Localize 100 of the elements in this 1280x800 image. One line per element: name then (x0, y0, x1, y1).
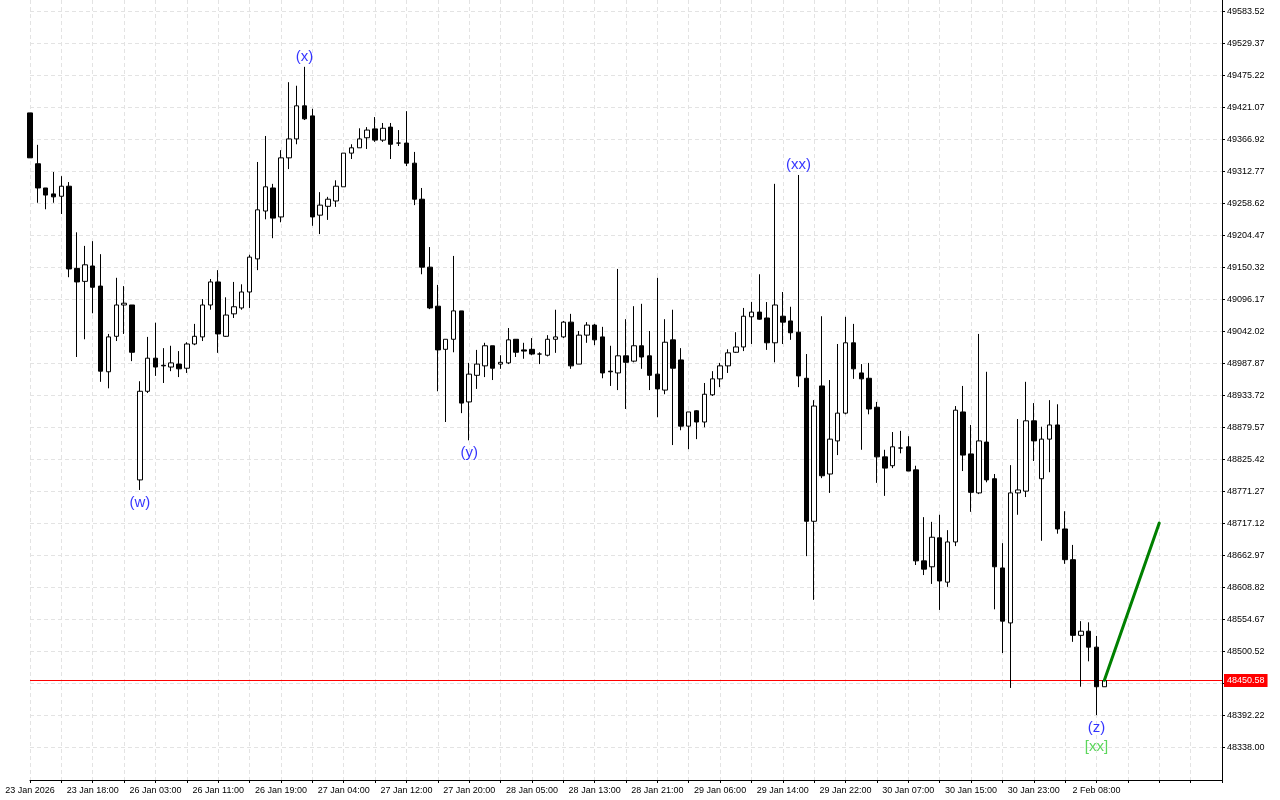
candlestick (796, 174, 801, 388)
x-tick-label: 26 Jan 19:00 (254, 784, 307, 795)
x-tick-label: 27 Jan 20:00 (443, 784, 496, 795)
candlestick (66, 181, 72, 278)
candlestick (694, 409, 699, 440)
candlestick (733, 331, 739, 354)
x-tick-label: 29 Jan 22:00 (819, 784, 872, 795)
candlestick (82, 245, 88, 340)
y-tick-label: 49150.32 (1227, 261, 1265, 272)
candlestick (608, 345, 613, 387)
candlestick (310, 108, 315, 227)
candlestick (490, 345, 495, 381)
candlestick (937, 514, 942, 611)
candlestick (788, 306, 793, 341)
candlestick (474, 349, 480, 390)
x-tick-label: 23 Jan 2026 (5, 784, 55, 795)
y-tick-label: 48500.52 (1227, 645, 1265, 656)
candlestick (270, 183, 276, 239)
y-tick-label: 49204.47 (1227, 229, 1265, 240)
candlestick (576, 330, 582, 365)
candlestick (498, 354, 503, 370)
candlestick (482, 342, 488, 378)
x-tick-label: 30 Jan 15:00 (945, 784, 998, 795)
y-tick-label: 49258.62 (1227, 197, 1265, 208)
candlestick (929, 521, 935, 585)
candlestick (341, 152, 346, 188)
candlestick (466, 362, 472, 441)
candlestick (184, 341, 190, 374)
x-tick-label: 30 Jan 07:00 (882, 784, 935, 795)
candlestick (412, 151, 417, 206)
candlestick (1062, 510, 1068, 565)
y-tick-label: 48825.42 (1227, 453, 1265, 464)
candlestick (231, 281, 237, 319)
y-tick-label: 49421.07 (1227, 101, 1265, 112)
annotation: (w) (129, 492, 151, 510)
candlestick (435, 284, 441, 392)
candlestick (647, 330, 652, 391)
y-tick-label: 48392.22 (1227, 709, 1265, 720)
candlestick (1008, 464, 1013, 689)
candlestick (623, 318, 629, 410)
x-tick-label: 26 Jan 11:00 (192, 784, 244, 795)
candlestick (1070, 544, 1076, 643)
candlestick (804, 353, 809, 557)
candlestick (506, 327, 511, 365)
candlestick (443, 338, 448, 423)
candlestick (757, 273, 762, 321)
candlestick (114, 277, 119, 342)
candlestick (529, 337, 535, 356)
y-tick-label: 48338.00 (1227, 742, 1265, 753)
candlestick (427, 246, 433, 310)
y-tick-label: 49366.92 (1227, 133, 1265, 144)
candlestick (1000, 542, 1005, 654)
candlestick (1031, 402, 1037, 462)
candlestick (286, 81, 292, 170)
candlestick (1039, 426, 1044, 542)
candlestick (906, 435, 911, 472)
candlestick (43, 187, 48, 210)
y-tick-label: 48771.27 (1227, 485, 1265, 496)
candlestick (419, 187, 425, 275)
candlestick (749, 301, 754, 345)
candlestick (827, 379, 833, 494)
candlestick (129, 304, 135, 362)
candlestick (223, 296, 229, 338)
candlestick (717, 362, 723, 388)
candlestick (976, 333, 982, 495)
candlestick (898, 430, 903, 454)
candlestick (35, 144, 41, 204)
candlestick (953, 405, 958, 547)
candlestick (521, 342, 527, 360)
x-tick-label: 28 Jan 13:00 (568, 784, 621, 795)
annotation: (xx) (786, 154, 812, 172)
y-tick-label: 49475.22 (1227, 69, 1265, 80)
candlestick (561, 320, 566, 339)
candlestick (215, 269, 221, 354)
candlestick (192, 323, 197, 346)
y-tick-label: 48933.72 (1227, 389, 1265, 400)
candlestick (631, 305, 637, 363)
candlestick (882, 449, 888, 497)
candlestick (780, 291, 786, 345)
candlestick (568, 313, 574, 370)
candlestick (137, 380, 143, 491)
candlestick (662, 318, 668, 395)
candlestick (451, 255, 456, 353)
candlestick (325, 196, 331, 221)
candlestick (51, 171, 56, 204)
x-tick-label: 28 Jan 21:00 (631, 784, 684, 795)
candlestick (294, 85, 299, 145)
candlestick (968, 424, 974, 513)
candlestick (317, 191, 323, 235)
candlestick (851, 323, 856, 380)
candlestick (960, 385, 966, 472)
candlestick (459, 310, 464, 414)
candlestick (1047, 399, 1052, 473)
x-tick-label: 23 Jan 18:00 (66, 784, 119, 795)
candlestick (372, 116, 378, 143)
candlestick (278, 149, 284, 223)
candlestick (247, 254, 252, 309)
candlestick (678, 347, 684, 431)
candlestick (655, 277, 660, 418)
candlestick (388, 122, 393, 160)
